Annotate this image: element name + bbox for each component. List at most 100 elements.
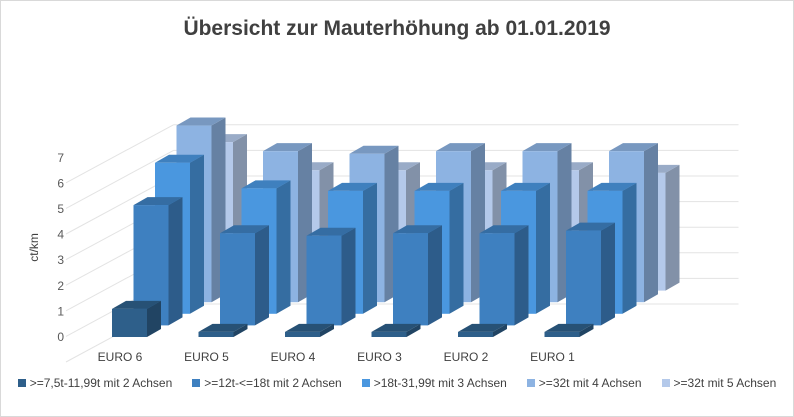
bar-top (393, 225, 442, 234)
bar-front (544, 331, 580, 337)
bar-side (665, 164, 680, 291)
bar-front (393, 233, 428, 326)
bar-top (241, 180, 291, 189)
bar-0-0 (112, 300, 161, 337)
bar-top (133, 197, 183, 206)
bar-top (306, 227, 356, 236)
legend-swatch (661, 379, 670, 387)
bar-side (428, 225, 442, 326)
x-tick-label: EURO 3 (357, 350, 402, 364)
bar-front (306, 235, 342, 326)
legend-item: >=12t-<=18t mit 2 Achsen (192, 376, 342, 390)
bar-top (176, 117, 226, 126)
x-tick-label: EURO 6 (98, 350, 143, 364)
bar-front (198, 331, 234, 337)
bar-top (566, 222, 615, 231)
bar-top (479, 225, 529, 234)
x-axis: EURO 6 EURO 5 EURO 4 EURO 3 EURO 2 EURO 1 (98, 350, 576, 364)
legend-item: >=7,5t-11,99t mit 2 Achsen (17, 376, 173, 390)
bar-side (514, 225, 529, 326)
bar-top (328, 182, 377, 191)
bar-side (622, 182, 637, 314)
bar-top (155, 154, 204, 163)
bar-top (220, 225, 269, 234)
y-tick-label: 7 (57, 151, 64, 165)
chart-title: Übersicht zur Mauterhöhung ab 01.01.2019 (183, 17, 611, 40)
bar-0-4 (458, 323, 507, 337)
bar-side (406, 323, 421, 337)
bar-side (233, 323, 248, 337)
bar-1-5 (566, 222, 615, 326)
bar-top (349, 145, 399, 154)
bars (112, 117, 680, 337)
bar-side (147, 300, 161, 337)
y-tick-label: 3 (57, 253, 64, 267)
bar-side (644, 143, 658, 303)
chart-legend: >=7,5t-11,99t mit 2 Achsen >=12t-<=18t mi… (0, 376, 794, 390)
bar-front (220, 233, 255, 326)
bar-0-5 (544, 323, 594, 337)
bar-1-1 (220, 225, 269, 326)
legend-item: >=32t mit 4 Achsen (526, 376, 642, 390)
bar-0-3 (371, 323, 421, 337)
legend-swatch (17, 379, 26, 387)
legend-item: >18t-31,99t mit 3 Achsen (361, 376, 507, 390)
bar-side (493, 323, 507, 337)
bar-side (168, 197, 183, 326)
bar-top (544, 323, 594, 332)
bar-top (522, 143, 572, 152)
legend-swatch (192, 379, 201, 387)
bar-1-2 (306, 227, 356, 326)
bar-front (566, 230, 601, 326)
bar-front (458, 331, 493, 337)
bar-side (363, 182, 377, 314)
bar-top (112, 300, 161, 309)
y-axis: 0 1 2 3 4 5 6 7 ct/km (27, 151, 64, 344)
bar-top (198, 323, 248, 332)
bar-top (414, 182, 464, 191)
bar-front (479, 233, 515, 326)
bar-top (587, 182, 637, 191)
bar-top (436, 143, 485, 152)
bar-side (536, 182, 550, 314)
y-tick-label: 5 (57, 202, 64, 216)
bar-top (501, 182, 550, 191)
legend-label: >=12t-<=18t mit 2 Achsen (204, 376, 342, 390)
legend-swatch (526, 379, 535, 387)
gridline-side (65, 149, 174, 209)
bar-0-1 (198, 323, 248, 337)
bar-side (190, 154, 204, 314)
bar-top (371, 323, 421, 332)
x-tick-label: EURO 5 (184, 350, 229, 364)
y-tick-label: 1 (57, 304, 64, 318)
x-tick-label: EURO 2 (444, 350, 489, 364)
bar-top (285, 323, 334, 332)
bar-top (458, 323, 507, 332)
y-axis-label: ct/km (27, 233, 41, 262)
bar-front (371, 331, 407, 337)
bar-side (449, 182, 464, 314)
y-tick-label: 4 (57, 228, 64, 242)
bar-side (341, 227, 356, 326)
y-tick-label: 6 (57, 176, 64, 190)
gridline-side (65, 124, 174, 184)
legend-swatch (361, 379, 370, 387)
bar-side (320, 323, 334, 337)
y-tick-label: 0 (57, 330, 64, 344)
bar-side (601, 222, 615, 326)
bar-side (255, 225, 269, 326)
x-tick-label: EURO 4 (271, 350, 316, 364)
legend-label: >=7,5t-11,99t mit 2 Achsen (29, 376, 173, 390)
x-tick-label: EURO 1 (530, 350, 575, 364)
legend-label: >=32t mit 4 Achsen (538, 376, 642, 390)
legend-label: >18t-31,99t mit 3 Achsen (373, 376, 507, 390)
legend-item: >=32t mit 5 Achsen (661, 376, 777, 390)
legend-label: >=32t mit 5 Achsen (673, 376, 777, 390)
bar-0-2 (285, 323, 334, 337)
y-tick-label: 2 (57, 279, 64, 293)
bar-1-4 (479, 225, 529, 326)
bar-front (112, 308, 147, 337)
bar-top (263, 143, 312, 152)
bar-side (276, 180, 291, 314)
